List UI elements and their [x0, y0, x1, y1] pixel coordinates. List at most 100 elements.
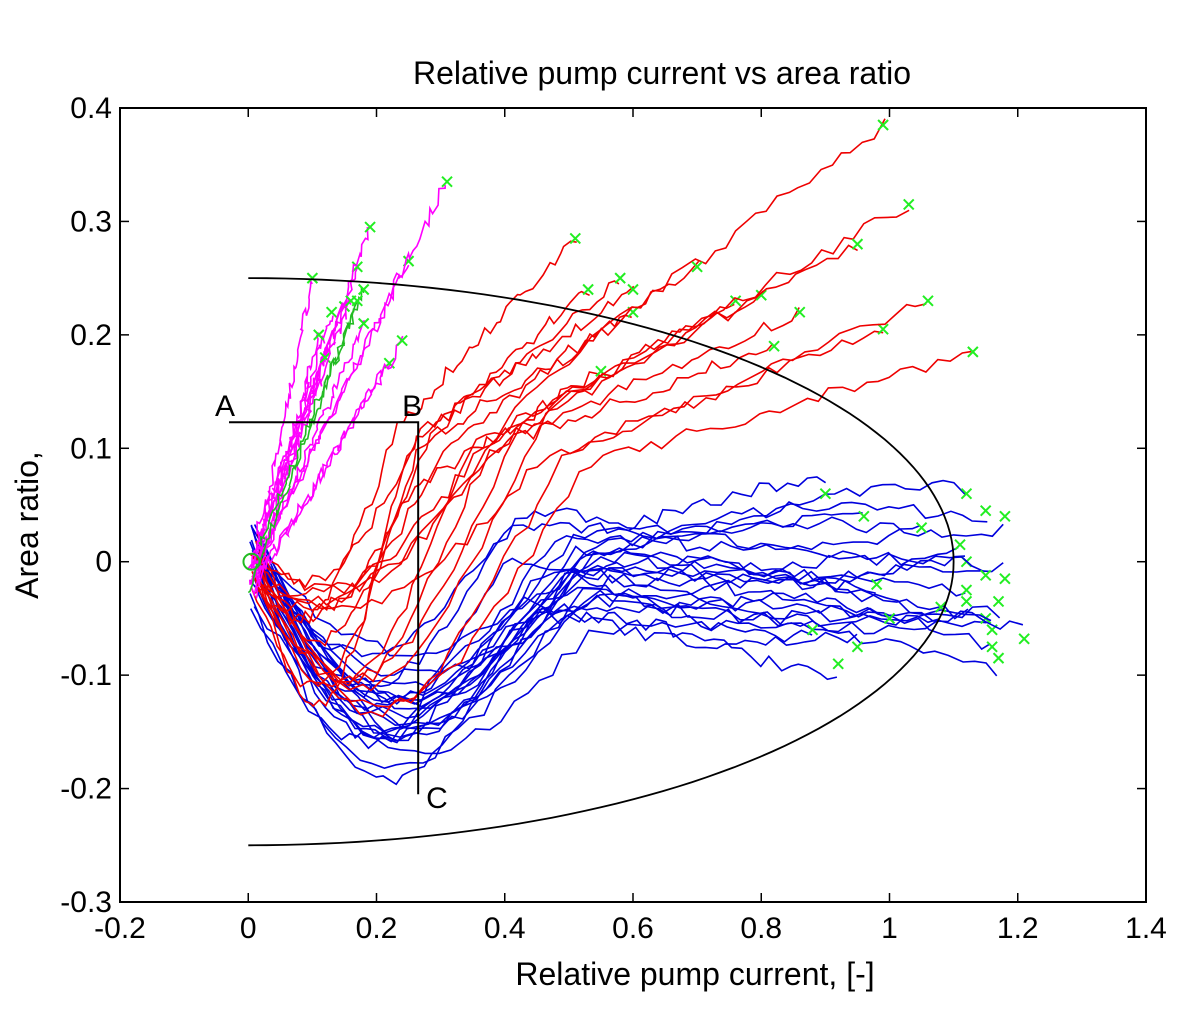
x-tick-label: 0.2 [356, 912, 398, 945]
boundary-ellipse [248, 277, 955, 847]
series-green-line [247, 301, 358, 594]
series-end-marker [967, 346, 979, 358]
series-red-line [251, 260, 700, 612]
series-end-marker [325, 306, 338, 318]
series-end-marker [364, 221, 376, 233]
x-tick-label: 0.6 [612, 912, 654, 945]
series-end-marker [729, 295, 742, 307]
series-magenta-line [252, 319, 366, 580]
region-label-a: A [215, 390, 235, 423]
series-blue-line [250, 525, 1001, 738]
series-end-marker [851, 641, 864, 653]
x-axis-label: Relative pump current, [-] [515, 956, 874, 992]
series-red-line [259, 303, 927, 718]
series-blue-line [249, 587, 987, 770]
series-end-marker [313, 329, 325, 341]
series-magenta-line [258, 364, 391, 579]
series-blue-line [249, 593, 858, 750]
series-blue-line [250, 524, 813, 740]
series-blue-line [253, 555, 966, 734]
series-magenta-line [252, 264, 410, 564]
series-end-marker [794, 306, 806, 318]
y-axis-label: Area ratio, [9, 451, 45, 599]
x-tick-label: 0.8 [740, 912, 782, 945]
series-layer [247, 118, 1030, 786]
series-end-marker [357, 283, 370, 296]
series-red-line [255, 290, 764, 597]
series-end-marker [999, 510, 1011, 523]
series-end-marker [858, 510, 870, 523]
series-end-marker [319, 351, 331, 364]
series-end-marker [351, 295, 363, 307]
y-tick-label: -0.2 [60, 773, 112, 806]
series-end-marker [691, 261, 703, 273]
region-label-b: B [402, 390, 422, 423]
series-magenta-line [251, 351, 325, 587]
region-label-c: C [426, 782, 448, 815]
x-tick-label: 0.4 [484, 912, 526, 945]
x-tick-label: -0.2 [94, 912, 146, 945]
series-end-marker [357, 317, 370, 330]
series-red-line [260, 371, 601, 624]
series-end-marker [992, 595, 1005, 608]
x-tick-label: 1.4 [1125, 912, 1167, 945]
series-blue-line [259, 576, 838, 786]
series-end-marker [755, 289, 767, 301]
series-end-marker [877, 119, 889, 131]
series-end-marker [870, 578, 883, 591]
series-end-marker [999, 573, 1011, 585]
series-blue-line [253, 524, 991, 730]
annotation-layer: A B C [215, 277, 955, 847]
series-end-marker [614, 272, 626, 284]
y-tick-label: -0.3 [60, 886, 112, 919]
series-end-marker [396, 334, 408, 347]
series-blue-line [256, 479, 967, 703]
axis-ticks: -0.2 0 0.2 0.4 0.6 0.8 1 1.2 1.4-0.3-0.2-0.100.1… [60, 92, 1167, 945]
series-end-marker [582, 283, 594, 296]
series-magenta-line [249, 278, 313, 585]
series-end-marker [954, 538, 966, 551]
series-end-marker [351, 261, 363, 273]
series-end-marker [441, 176, 453, 188]
series-blue-line [254, 501, 988, 705]
series-red-line [249, 285, 635, 589]
series-end-marker [883, 612, 896, 625]
series-end-marker [935, 601, 947, 613]
series-end-marker [1018, 633, 1030, 645]
series-blue-line [255, 524, 921, 712]
start-marker [242, 552, 261, 571]
series-blue-line [256, 543, 985, 657]
series-magenta-line [250, 335, 404, 598]
series-magenta-line [250, 185, 446, 567]
series-red-line [252, 118, 886, 606]
series-magenta-line [255, 332, 320, 599]
series-blue-line [251, 549, 1024, 677]
series-red-line [255, 314, 632, 647]
series-end-marker [960, 487, 973, 500]
series-red-line [254, 350, 972, 708]
series-red-line [251, 303, 735, 688]
series-red-line [252, 209, 910, 692]
series-end-marker [768, 340, 780, 352]
series-end-marker [832, 658, 844, 670]
series-blue-line [249, 541, 876, 744]
series-end-marker [992, 652, 1005, 664]
y-tick-label: 0.4 [70, 92, 112, 125]
chart-title: Relative pump current vs area ratio [413, 55, 911, 91]
series-end-marker [979, 504, 992, 517]
series-magenta-line [249, 299, 352, 570]
series-red-line [255, 240, 577, 626]
series-end-marker [960, 584, 973, 596]
y-tick-label: -0.1 [60, 659, 112, 692]
x-tick-label: 1 [881, 912, 898, 945]
series-end-marker [851, 238, 864, 250]
region-line-abc [229, 421, 420, 795]
series-red-line [252, 307, 800, 595]
series-red-line [251, 244, 858, 683]
series-end-marker [806, 624, 819, 636]
series-end-marker [915, 521, 928, 534]
series-red-line [257, 330, 884, 610]
series-end-marker [569, 232, 581, 245]
series-red-line [257, 290, 590, 708]
